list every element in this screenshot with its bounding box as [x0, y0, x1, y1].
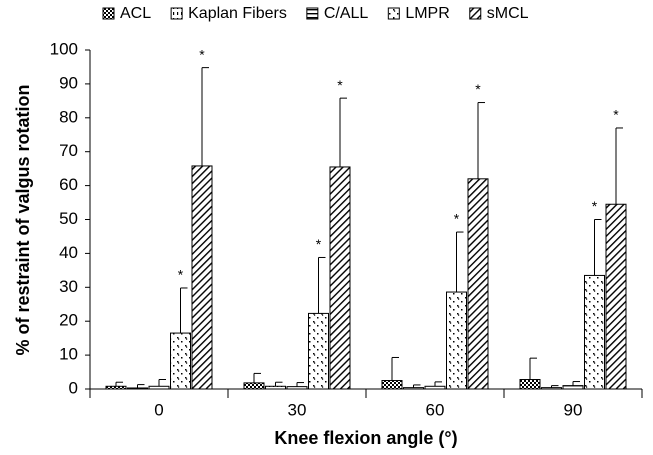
- bar: [105, 385, 127, 390]
- bar: [605, 203, 627, 390]
- bar: [243, 382, 265, 390]
- legend-swatch: [170, 7, 183, 20]
- bar: [467, 178, 489, 390]
- x-axis-title: Knee flexion angle (°): [274, 428, 457, 448]
- bar: [286, 386, 308, 390]
- y-tick-label: 20: [59, 311, 78, 330]
- bar: [519, 379, 541, 390]
- y-tick-label: 90: [59, 73, 78, 92]
- y-axis-title: % of restraint of valgus rotation: [13, 84, 33, 355]
- legend-swatch: [387, 7, 400, 20]
- legend-label: C/ALL: [324, 5, 369, 22]
- bar: [424, 385, 446, 390]
- significance-marker: *: [178, 267, 184, 283]
- significance-marker: *: [475, 81, 481, 97]
- significance-marker: *: [199, 46, 205, 62]
- bar: [148, 385, 170, 390]
- legend-swatch: [102, 7, 115, 20]
- legend-label: sMCL: [487, 5, 529, 22]
- x-tick-label: 60: [426, 400, 445, 419]
- significance-marker: *: [454, 211, 460, 227]
- x-tick-label: 90: [564, 400, 583, 419]
- legend-label: LMPR: [405, 5, 449, 22]
- y-tick-label: 60: [59, 175, 78, 194]
- bar: [381, 380, 403, 390]
- significance-marker: *: [613, 107, 619, 123]
- y-tick-label: 50: [59, 209, 78, 228]
- y-tick-label: 100: [50, 39, 78, 58]
- bar: [446, 291, 467, 390]
- x-tick-label: 0: [154, 400, 163, 419]
- y-tick-label: 30: [59, 277, 78, 296]
- legend-swatch: [306, 7, 319, 20]
- y-tick-label: 70: [59, 141, 78, 160]
- bar: [308, 312, 329, 390]
- bar: [403, 387, 424, 390]
- legend-label: ACL: [120, 5, 151, 22]
- legend-swatch: [469, 7, 482, 20]
- significance-marker: *: [337, 77, 343, 93]
- bar: [127, 387, 148, 390]
- legend-label: Kaplan Fibers: [188, 5, 287, 22]
- y-tick-label: 10: [59, 345, 78, 364]
- y-tick-label: 0: [69, 378, 78, 397]
- significance-marker: *: [316, 236, 322, 252]
- significance-marker: *: [592, 198, 598, 214]
- bar: [170, 332, 191, 390]
- bar: [562, 385, 584, 390]
- bar: [265, 385, 286, 390]
- y-tick-label: 80: [59, 107, 78, 126]
- bar: [541, 387, 562, 390]
- bar: [329, 166, 351, 390]
- bar: [191, 165, 213, 390]
- bar: [584, 274, 605, 390]
- y-tick-label: 40: [59, 243, 78, 262]
- x-tick-label: 30: [288, 400, 307, 419]
